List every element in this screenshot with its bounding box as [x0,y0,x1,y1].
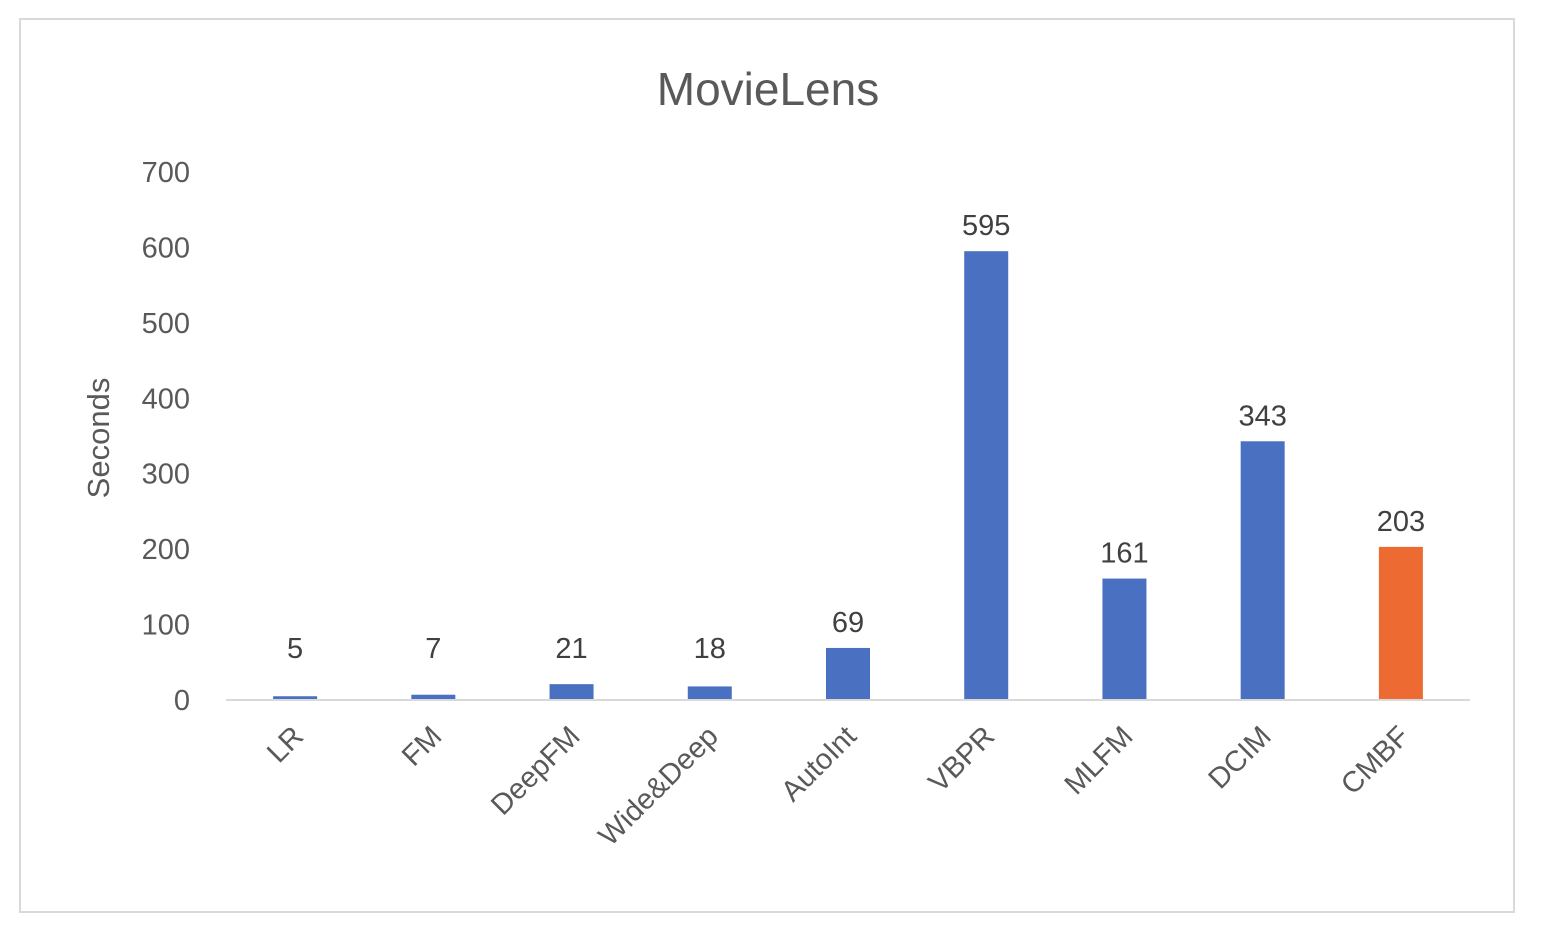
bar-series [273,251,1423,700]
y-tick-label: 600 [142,232,190,264]
bar [411,694,456,700]
y-tick-label: 100 [142,610,190,642]
category-label: AutoInt [775,720,863,808]
data-label: 343 [1238,400,1286,432]
bar [687,686,732,700]
data-label: 161 [1100,538,1148,570]
data-label: 7 [425,633,441,665]
bar [273,696,318,700]
category-labels: LR FM DeepFM Wide&Deep AutoInt VBPR MLFM DCIM CM… [261,720,1416,852]
category-label: CMBF [1335,720,1416,801]
category-label: MLFM [1059,720,1140,801]
category-label: DeepFM [485,720,586,821]
y-tick-label: 500 [142,308,190,340]
data-label: 21 [555,633,587,665]
bar [1378,546,1423,700]
data-label: 5 [287,633,303,665]
category-label: VBPR [923,720,1001,798]
bar [964,251,1009,700]
chart-title: MovieLens [657,63,879,115]
bar [1240,441,1285,700]
category-label: Wide&Deep [593,720,725,852]
y-tick-label: 700 [142,157,190,189]
data-label: 18 [694,633,726,665]
y-tick-label: 200 [142,534,190,566]
bar [1102,578,1147,700]
category-label: FM [396,720,448,772]
data-label: 595 [962,210,1010,242]
category-label: DCIM [1203,720,1278,795]
category-label: LR [261,720,310,769]
y-tick-label: 300 [142,459,190,491]
bar [826,647,870,700]
data-labels: 5 7 21 18 69 595 161 343 203 [287,210,1425,665]
bar [549,684,594,700]
y-axis-ticks: 0 100 200 300 400 500 600 700 [142,157,190,717]
data-label: 69 [832,607,864,639]
data-label: 203 [1377,506,1425,538]
y-axis-title: Seconds [81,378,116,499]
y-tick-label: 400 [142,383,190,415]
y-tick-label: 0 [174,685,190,717]
